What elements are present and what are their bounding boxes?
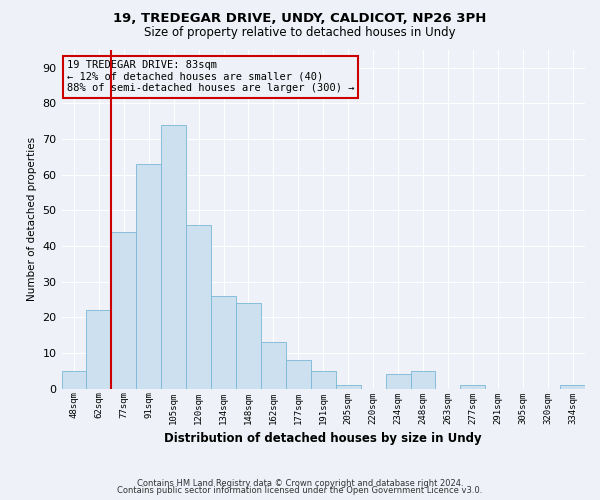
- Text: 19 TREDEGAR DRIVE: 83sqm
← 12% of detached houses are smaller (40)
88% of semi-d: 19 TREDEGAR DRIVE: 83sqm ← 12% of detach…: [67, 60, 354, 94]
- X-axis label: Distribution of detached houses by size in Undy: Distribution of detached houses by size …: [164, 432, 482, 445]
- Bar: [336, 385, 361, 388]
- Y-axis label: Number of detached properties: Number of detached properties: [27, 138, 37, 302]
- Text: 19, TREDEGAR DRIVE, UNDY, CALDICOT, NP26 3PH: 19, TREDEGAR DRIVE, UNDY, CALDICOT, NP26…: [113, 12, 487, 26]
- Bar: [86, 310, 112, 388]
- Bar: [211, 296, 236, 388]
- Bar: [311, 371, 336, 388]
- Bar: [161, 125, 186, 388]
- Bar: [62, 371, 86, 388]
- Bar: [460, 385, 485, 388]
- Text: Contains public sector information licensed under the Open Government Licence v3: Contains public sector information licen…: [118, 486, 482, 495]
- Bar: [112, 232, 136, 388]
- Bar: [136, 164, 161, 388]
- Bar: [410, 371, 436, 388]
- Bar: [386, 374, 410, 388]
- Bar: [236, 303, 261, 388]
- Text: Contains HM Land Registry data © Crown copyright and database right 2024.: Contains HM Land Registry data © Crown c…: [137, 478, 463, 488]
- Bar: [286, 360, 311, 388]
- Text: Size of property relative to detached houses in Undy: Size of property relative to detached ho…: [144, 26, 456, 39]
- Bar: [261, 342, 286, 388]
- Bar: [560, 385, 585, 388]
- Bar: [186, 224, 211, 388]
